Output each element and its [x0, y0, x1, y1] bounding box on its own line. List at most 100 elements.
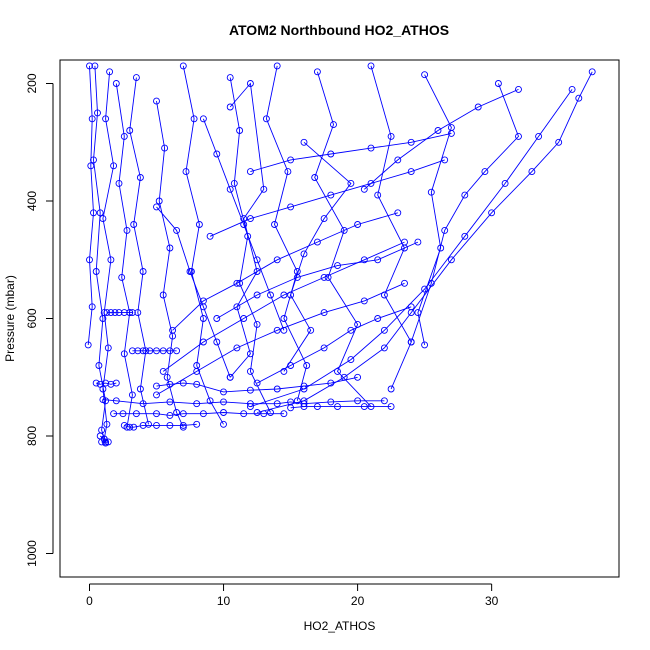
data-point: [575, 94, 583, 102]
series-line: [417, 74, 452, 345]
data-point: [86, 62, 93, 70]
series-line: [283, 141, 352, 372]
series-line: [290, 406, 392, 409]
data-point: [111, 309, 119, 317]
data-point: [92, 268, 100, 275]
data-point: [233, 279, 241, 287]
chart-title: ATOM2 Northbound HO2_ATHOS: [229, 22, 449, 38]
data-point: [213, 338, 221, 346]
series-28: [226, 80, 268, 381]
data-point: [311, 174, 319, 181]
series-23: [169, 209, 402, 334]
data-point: [220, 420, 227, 428]
series-1: [99, 68, 118, 443]
data-point: [107, 309, 115, 317]
data-point: [115, 309, 123, 317]
data-point: [387, 132, 395, 140]
data-point: [104, 344, 112, 352]
data-point: [380, 326, 388, 334]
data-point: [153, 391, 160, 399]
data-point: [179, 410, 187, 418]
data-point: [139, 268, 147, 275]
x-tick-label: 30: [485, 594, 499, 608]
data-point: [166, 347, 174, 355]
data-point: [374, 256, 382, 264]
data-point: [163, 373, 171, 381]
data-point: [273, 400, 281, 408]
data-point: [501, 179, 509, 187]
series-25: [153, 279, 408, 399]
data-point: [193, 420, 201, 428]
data-point: [182, 168, 190, 176]
data-point: [515, 132, 522, 140]
data-point: [347, 356, 355, 364]
y-axis: 200 400 600 800 1000: [25, 73, 54, 567]
series-9: [367, 62, 415, 393]
series-12: [253, 68, 596, 416]
data-point: [94, 109, 101, 117]
data-point: [213, 315, 221, 322]
data-point: [280, 291, 288, 299]
data-point: [96, 209, 104, 217]
data-point: [421, 341, 429, 349]
data-point: [118, 273, 126, 281]
data-point: [246, 367, 254, 375]
data-point: [300, 403, 308, 411]
data-point: [236, 127, 244, 134]
series-31: [199, 115, 288, 334]
data-point: [327, 398, 335, 406]
data-point: [253, 256, 261, 264]
series-line: [129, 77, 149, 425]
data-point: [284, 168, 292, 176]
data-point: [260, 185, 268, 193]
data-point: [246, 80, 254, 87]
series-19: [128, 347, 181, 355]
series-16: [287, 403, 395, 412]
data-point: [173, 226, 181, 234]
series-line: [250, 132, 452, 173]
data-point: [327, 191, 335, 199]
data-point: [128, 309, 136, 317]
data-point: [313, 68, 321, 76]
data-point: [136, 174, 144, 181]
data-point: [280, 410, 288, 418]
data-point: [494, 80, 502, 87]
data-point: [334, 403, 341, 411]
data-point: [246, 400, 254, 408]
data-point: [193, 380, 201, 388]
data-point: [273, 385, 281, 393]
series-line: [229, 82, 265, 378]
series-line: [314, 71, 372, 407]
data-point: [226, 185, 234, 193]
data-point: [199, 315, 207, 322]
data-point: [300, 138, 308, 146]
data-point: [233, 303, 241, 311]
data-point: [230, 179, 238, 187]
data-point: [159, 367, 167, 375]
data-point: [98, 438, 106, 446]
series-14: [153, 373, 362, 396]
data-point: [126, 309, 134, 317]
data-point: [130, 221, 138, 228]
data-point: [387, 385, 395, 393]
series-5: [179, 62, 227, 428]
data-point: [179, 423, 187, 431]
series-line: [216, 241, 419, 319]
data-point: [327, 150, 335, 158]
data-point: [421, 71, 429, 79]
y-tick-label: 600: [25, 308, 39, 328]
data-point: [555, 138, 563, 146]
data-point: [360, 256, 368, 264]
series-7: [262, 62, 311, 405]
data-point: [99, 215, 107, 223]
data-point: [139, 421, 147, 429]
data-point: [481, 168, 489, 176]
data-point: [354, 221, 362, 228]
data-point: [488, 209, 496, 217]
data-point: [153, 382, 160, 390]
data-point: [179, 379, 187, 387]
data-point: [327, 379, 335, 387]
data-point: [166, 411, 174, 419]
data-point: [280, 315, 288, 322]
data-point: [107, 256, 115, 264]
